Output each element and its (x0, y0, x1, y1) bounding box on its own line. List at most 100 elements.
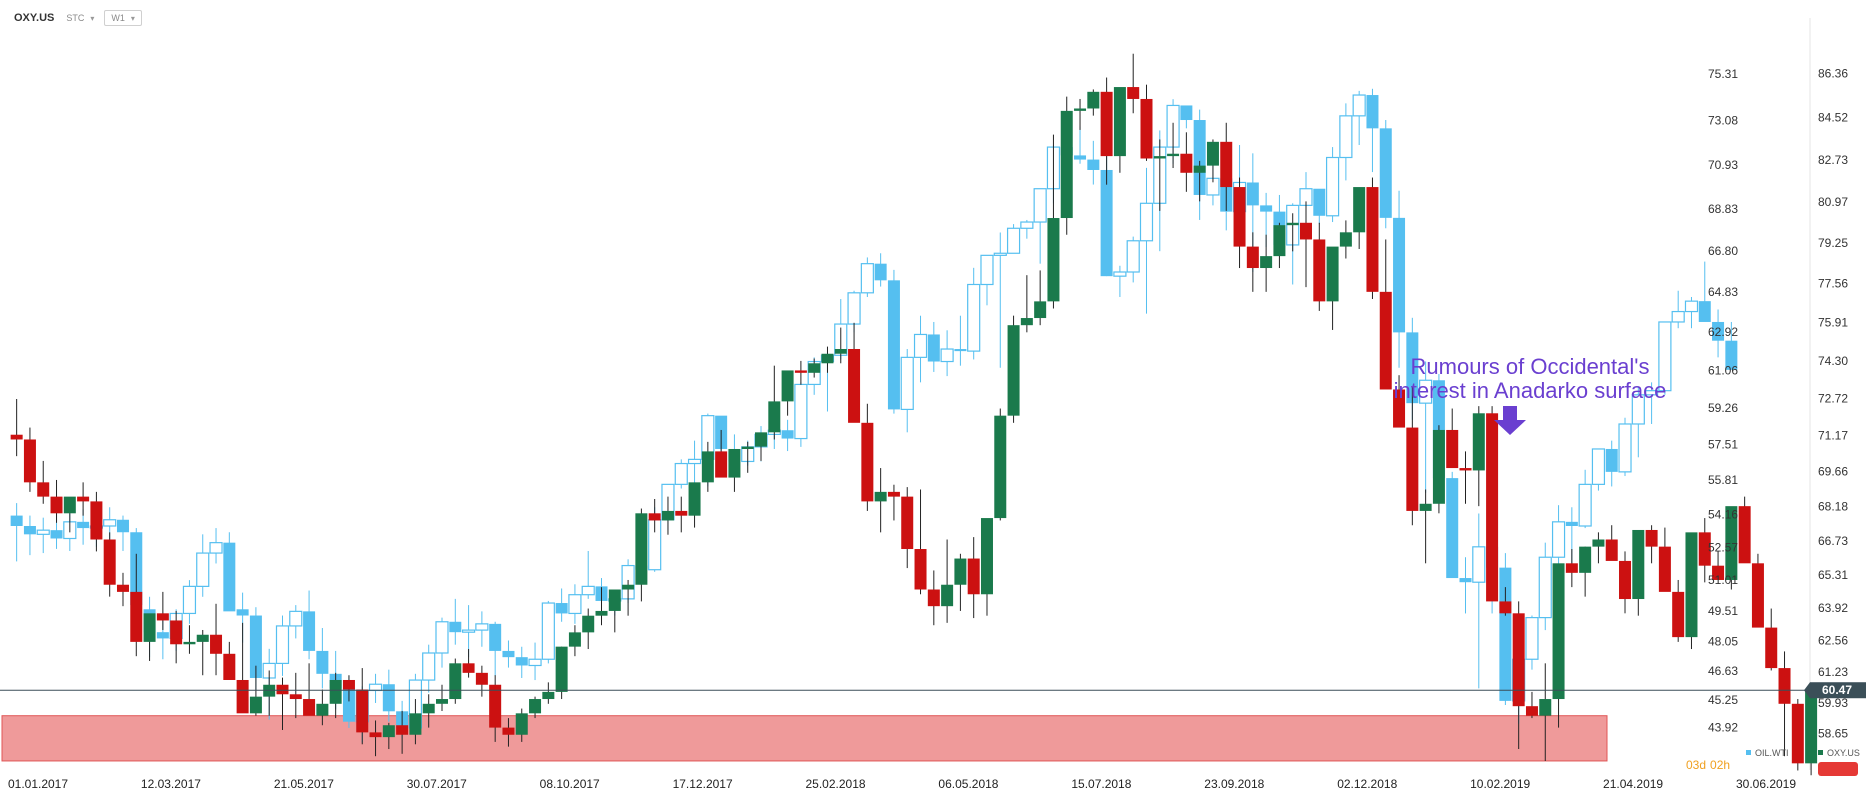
bar-countdown: 03d 02h (1686, 758, 1730, 772)
oxy-candle (768, 365, 781, 440)
oil-candle (568, 584, 582, 624)
oil-candle (449, 598, 462, 645)
oil-candle (927, 321, 940, 372)
oxy-candle (276, 677, 289, 730)
oil-candle (1538, 542, 1552, 631)
price-tag-tip (1804, 682, 1810, 699)
chart-type-dropdown[interactable]: STC ▾ (66, 13, 94, 23)
support-zone (1, 715, 1608, 762)
candle-body (236, 609, 249, 616)
candle-body (1060, 110, 1073, 219)
oxy-candle (409, 699, 422, 745)
oil-candle (900, 349, 914, 433)
candle-body (475, 623, 489, 631)
oil-candle (36, 517, 50, 554)
candle-body (77, 496, 90, 502)
oxy-candle (1791, 699, 1804, 771)
oxy-candle (1060, 96, 1073, 235)
candle-body (1685, 532, 1698, 638)
candle-body (808, 363, 821, 373)
oil-axis-tick: 52.57 (1708, 540, 1738, 554)
candle-body (954, 349, 967, 352)
oxy-color-button[interactable] (1818, 762, 1858, 776)
candle-body (1658, 546, 1671, 592)
candle-body (23, 526, 36, 535)
candle-body (1260, 205, 1273, 212)
candle-body (1499, 567, 1512, 701)
oxy-candle (1486, 406, 1499, 602)
candle-body (1698, 301, 1711, 322)
oil-candle (515, 646, 528, 678)
candle-body (528, 658, 542, 667)
oil-candle (475, 611, 489, 647)
oil-candle (275, 615, 290, 676)
candle-body (848, 348, 861, 423)
candle-body (1180, 153, 1193, 173)
oil-candle (461, 605, 476, 658)
oxy-candle (1047, 134, 1060, 309)
candle-body (210, 634, 223, 654)
candle-body (515, 713, 528, 735)
candle-body (409, 713, 422, 735)
candle-body (768, 401, 781, 433)
oil-candle (368, 673, 383, 703)
candle-body (821, 353, 834, 364)
candle-body (1313, 188, 1326, 216)
candle-body (1260, 256, 1273, 269)
oil-candle (1074, 126, 1087, 164)
candle-body (1712, 565, 1725, 580)
timeframe-dropdown[interactable]: W1 ▾ (104, 10, 142, 26)
candle-body (1472, 413, 1485, 471)
candle-body (582, 615, 595, 633)
oxy-candle (1539, 663, 1552, 761)
oxy-candle (1525, 691, 1538, 719)
oxy-candle (1127, 53, 1140, 114)
date-axis: 01.01.2017 12.03.2017 21.05.2017 30.07.2017… (8, 777, 1796, 791)
candle-body (1698, 532, 1711, 566)
candle-body (196, 552, 210, 587)
oxy-candle (861, 403, 874, 511)
candle-body (183, 641, 196, 645)
candle-body (1725, 340, 1738, 370)
symbol-label[interactable]: OXY.US (14, 12, 55, 24)
candle-body (1366, 187, 1379, 292)
oxy-candle (755, 432, 768, 461)
oxy-candle (236, 622, 249, 714)
chart-toolbar: OXY.US STC ▾ W1 ▾ (0, 0, 152, 36)
candle-body (342, 688, 355, 722)
oil-candle (541, 600, 555, 664)
candle-body (900, 356, 914, 411)
candle-body (1684, 300, 1699, 313)
oxy-price-axis: 86.36 84.52 82.73 80.97 79.25 77.56 75.91 74.30… (1818, 67, 1848, 741)
oxy-candle (369, 720, 382, 757)
oxy-candle (382, 722, 395, 750)
oxy-candle (715, 429, 728, 478)
oxy-candle (475, 665, 488, 697)
annotation-line-2: interest in Anadarko surface (1394, 378, 1667, 403)
oil-axis-tick: 73.08 (1708, 113, 1738, 127)
candle-body (1352, 94, 1366, 117)
oxy-axis-tick: 71.17 (1818, 428, 1848, 442)
candle-body (1180, 105, 1193, 121)
candle-body (901, 496, 914, 550)
oil-axis-tick: 62.92 (1708, 325, 1738, 339)
oxy-candle (489, 675, 502, 742)
oxy-candle (1193, 160, 1206, 202)
down-arrow-icon (1494, 406, 1526, 435)
candle-body (701, 451, 714, 483)
candle-body (329, 679, 342, 704)
oxy-candle (1379, 239, 1392, 390)
candle-body (1672, 591, 1685, 638)
oxy-candle (1326, 246, 1339, 330)
date-axis-tick: 30.06.2019 (1736, 777, 1796, 791)
oxy-candle (1658, 527, 1671, 592)
oxy-candle (967, 537, 980, 619)
oxy-candle (183, 625, 196, 654)
candle-body (887, 491, 900, 497)
candle-body (967, 558, 980, 595)
oxy-candle (1206, 139, 1219, 183)
oil-candle (1459, 557, 1472, 614)
oil-axis-tick: 49.51 (1708, 604, 1738, 618)
oxy-candle (515, 708, 528, 742)
